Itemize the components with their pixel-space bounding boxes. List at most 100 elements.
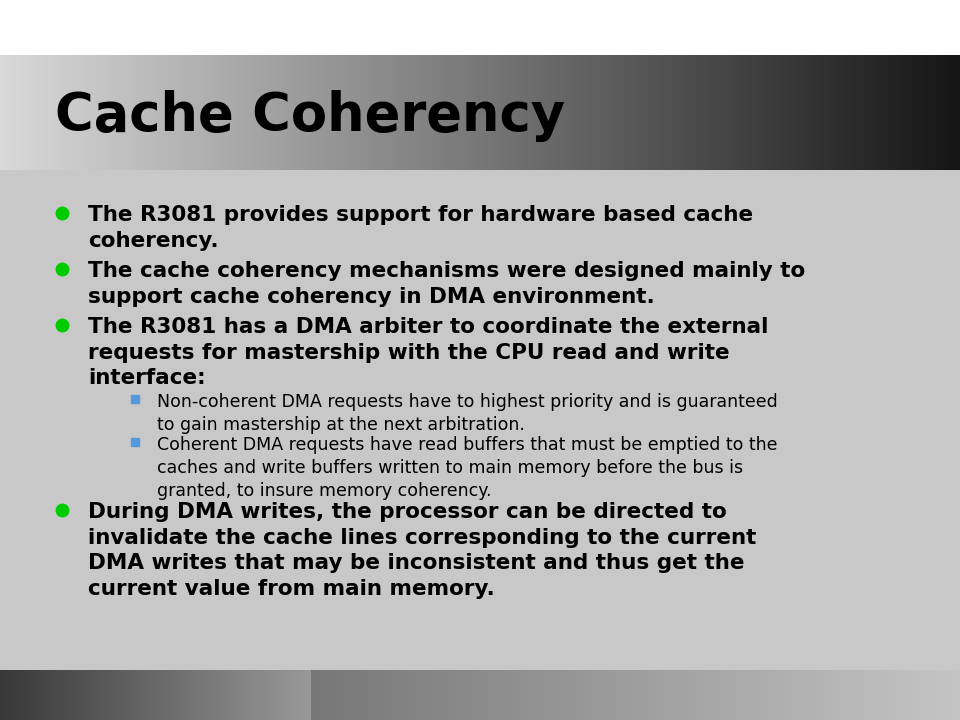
- Bar: [717, 670, 721, 720]
- Bar: [65, 670, 69, 720]
- Bar: [344, 55, 347, 170]
- Bar: [564, 55, 567, 170]
- Bar: [247, 670, 251, 720]
- Bar: [948, 670, 951, 720]
- Bar: [444, 55, 447, 170]
- Bar: [168, 55, 172, 170]
- Bar: [588, 670, 593, 720]
- Bar: [189, 670, 193, 720]
- Bar: [144, 670, 148, 720]
- Bar: [938, 55, 942, 170]
- Bar: [950, 55, 954, 170]
- Bar: [885, 55, 889, 170]
- Bar: [640, 670, 644, 720]
- Bar: [425, 670, 430, 720]
- Bar: [664, 55, 668, 170]
- Bar: [468, 670, 471, 720]
- Bar: [451, 670, 455, 720]
- Bar: [302, 55, 306, 170]
- Bar: [143, 670, 147, 720]
- Bar: [285, 670, 289, 720]
- Bar: [220, 670, 225, 720]
- Bar: [307, 670, 311, 720]
- Bar: [370, 55, 373, 170]
- Bar: [797, 55, 801, 170]
- Bar: [154, 55, 157, 170]
- Bar: [725, 55, 729, 170]
- Bar: [477, 670, 481, 720]
- Bar: [802, 55, 805, 170]
- Bar: [180, 55, 183, 170]
- Bar: [214, 670, 218, 720]
- Bar: [192, 670, 196, 720]
- Bar: [389, 55, 393, 170]
- Bar: [19, 670, 23, 720]
- Bar: [468, 55, 471, 170]
- Bar: [496, 670, 500, 720]
- Bar: [158, 55, 162, 170]
- Bar: [161, 55, 164, 170]
- Bar: [68, 670, 72, 720]
- Bar: [624, 55, 628, 170]
- Bar: [435, 670, 440, 720]
- Bar: [564, 670, 567, 720]
- Bar: [586, 55, 589, 170]
- Bar: [233, 670, 238, 720]
- Bar: [662, 670, 666, 720]
- Bar: [204, 670, 209, 720]
- Bar: [915, 670, 920, 720]
- Bar: [552, 55, 556, 170]
- Bar: [130, 55, 133, 170]
- Bar: [756, 670, 759, 720]
- Bar: [285, 670, 289, 720]
- Bar: [895, 55, 899, 170]
- Bar: [650, 670, 654, 720]
- Bar: [698, 55, 702, 170]
- Bar: [957, 670, 960, 720]
- Bar: [624, 670, 628, 720]
- Bar: [127, 55, 131, 170]
- Bar: [883, 55, 887, 170]
- Bar: [40, 670, 44, 720]
- Bar: [886, 670, 891, 720]
- Bar: [382, 55, 385, 170]
- Bar: [485, 55, 489, 170]
- Bar: [569, 670, 574, 720]
- Bar: [502, 670, 507, 720]
- Bar: [291, 670, 296, 720]
- Bar: [336, 670, 340, 720]
- Bar: [641, 55, 644, 170]
- Bar: [17, 55, 20, 170]
- Bar: [263, 670, 268, 720]
- Bar: [75, 670, 79, 720]
- Bar: [28, 670, 32, 720]
- Bar: [766, 55, 769, 170]
- Bar: [329, 670, 334, 720]
- Bar: [560, 670, 564, 720]
- Bar: [214, 670, 219, 720]
- Bar: [70, 670, 75, 720]
- Bar: [43, 670, 47, 720]
- Bar: [732, 55, 735, 170]
- Bar: [679, 670, 683, 720]
- Bar: [878, 55, 882, 170]
- Bar: [149, 670, 153, 720]
- Bar: [660, 670, 663, 720]
- Bar: [298, 670, 301, 720]
- Bar: [334, 55, 337, 170]
- Bar: [35, 670, 38, 720]
- Bar: [55, 670, 59, 720]
- Bar: [58, 670, 61, 720]
- Bar: [514, 55, 517, 170]
- Bar: [64, 55, 68, 170]
- Bar: [314, 670, 318, 720]
- Bar: [22, 55, 25, 170]
- Bar: [475, 55, 479, 170]
- Bar: [480, 670, 484, 720]
- Bar: [367, 55, 371, 170]
- Bar: [408, 55, 412, 170]
- Bar: [499, 55, 503, 170]
- Bar: [634, 670, 637, 720]
- Bar: [167, 670, 172, 720]
- Bar: [293, 55, 297, 170]
